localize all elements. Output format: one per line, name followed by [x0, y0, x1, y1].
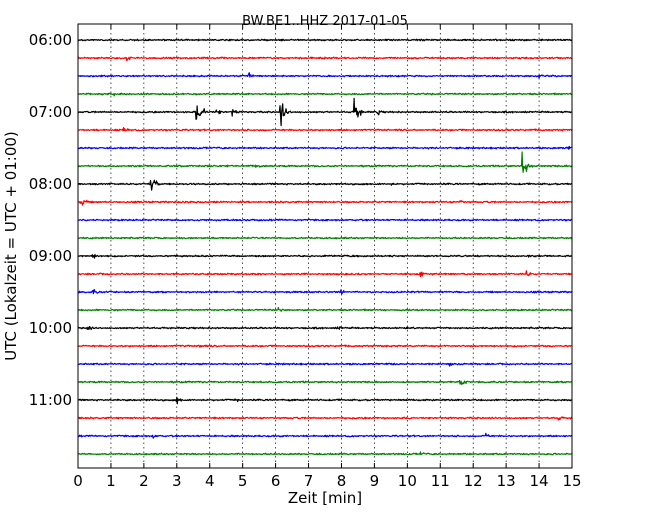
trace-0830	[77, 218, 573, 222]
trace-0745	[77, 151, 573, 173]
x-tick-label: 1	[106, 472, 116, 490]
trace-0730	[77, 145, 573, 150]
trace-0930	[77, 289, 573, 295]
x-tick-label: 9	[370, 472, 380, 490]
trace-0845	[77, 236, 573, 240]
x-tick-label: 11	[431, 472, 450, 490]
x-tick-label: 3	[172, 472, 182, 490]
y-tick-label: 07:00	[29, 103, 72, 121]
trace-1030	[77, 362, 573, 367]
trace-1015	[77, 344, 573, 348]
chart-title: BW.BE1..HHZ 2017-01-05	[242, 14, 408, 29]
x-tick-label: 8	[337, 472, 347, 490]
trace-1130	[77, 432, 573, 439]
trace-0715	[77, 127, 573, 132]
x-axis-ticks: 0 1 2 3 4 5 6 7 8 9 10 11 12 13 14 15	[73, 24, 582, 490]
trace-0615	[77, 56, 573, 62]
trace-1045	[77, 379, 573, 385]
x-tick-label: 0	[73, 472, 83, 490]
trace-1100	[77, 396, 573, 405]
x-tick-label: 4	[205, 472, 215, 490]
y-axis-label: UTC (Lokalzeit = UTC + 01:00)	[2, 131, 20, 361]
trace-0800	[77, 179, 573, 191]
x-tick-label: 5	[238, 472, 248, 490]
x-tick-label: 15	[562, 472, 581, 490]
trace-0630	[77, 72, 573, 79]
x-tick-label: 10	[398, 472, 417, 490]
y-tick-label: 10:00	[29, 319, 72, 337]
y-tick-label: 06:00	[29, 31, 72, 49]
trace-1145	[77, 451, 573, 456]
x-axis-label: Zeit [min]	[288, 489, 362, 507]
y-tick-label: 11:00	[29, 391, 72, 409]
x-tick-label: 13	[497, 472, 516, 490]
x-tick-label: 12	[464, 472, 483, 490]
x-tick-label: 2	[139, 472, 149, 490]
trace-0600	[77, 38, 573, 42]
x-tick-label: 7	[304, 472, 314, 490]
grid-lines	[110, 24, 540, 468]
trace-0815	[77, 199, 573, 206]
trace-0945	[77, 307, 573, 312]
plot-frame	[77, 23, 573, 469]
trace-0700	[77, 97, 573, 127]
y-axis-ticks: 06:00 07:00 08:00 09:00 10:00 11:00	[29, 31, 572, 409]
y-tick-label: 09:00	[29, 247, 72, 265]
trace-1115	[77, 416, 573, 421]
trace-0645	[77, 92, 573, 97]
trace-0915	[77, 270, 573, 278]
x-tick-label: 6	[271, 472, 281, 490]
trace-1000	[77, 326, 573, 331]
trace-lines	[77, 38, 573, 456]
trace-0900	[77, 254, 573, 259]
x-tick-label: 14	[530, 472, 549, 490]
y-tick-label: 08:00	[29, 175, 72, 193]
